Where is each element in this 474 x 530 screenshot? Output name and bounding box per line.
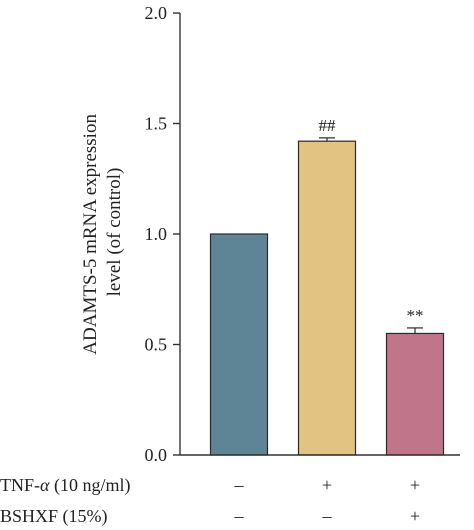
condition-label: BSHXF (15%) xyxy=(0,506,108,527)
y-axis: 0.0 0.5 1.0 1.5 2.0 xyxy=(145,3,181,465)
condition-label: TNF-α (10 ng/ml) xyxy=(0,475,130,496)
condition-sign: – xyxy=(234,506,245,526)
condition-label-prefix: TNF- xyxy=(0,475,40,495)
bars: ## ** xyxy=(209,116,445,456)
y-axis-label-line-1: ADAMTS-5 mRNA expression xyxy=(80,114,101,355)
bar xyxy=(385,332,445,456)
significance-label: ** xyxy=(407,306,424,325)
y-axis-label-line-2: level (of control) xyxy=(104,168,125,297)
y-axis-label: ADAMTS-5 mRNA expression level (of contr… xyxy=(80,109,125,354)
y-tick-label: 1.5 xyxy=(145,114,168,134)
bar xyxy=(209,233,269,456)
condition-sign: + xyxy=(322,475,332,495)
condition-table: TNF-α (10 ng/ml) – + + BSHXF (15%) – – + xyxy=(0,475,420,527)
condition-sign: + xyxy=(410,506,420,526)
condition-label-prefix: BSHXF (15%) xyxy=(0,506,108,527)
condition-sign: + xyxy=(410,475,420,495)
condition-label-suffix: (10 ng/ml) xyxy=(49,475,130,496)
condition-sign: – xyxy=(234,475,245,495)
y-tick-label: 0.0 xyxy=(145,445,168,465)
significance-label: ## xyxy=(319,116,337,135)
y-tick-label: 1.0 xyxy=(145,224,168,244)
condition-sign: – xyxy=(322,506,333,526)
y-tick-label: 2.0 xyxy=(145,3,168,23)
y-tick-label: 0.5 xyxy=(145,335,168,355)
bar xyxy=(297,140,357,456)
condition-label-symbol: α xyxy=(40,475,50,495)
